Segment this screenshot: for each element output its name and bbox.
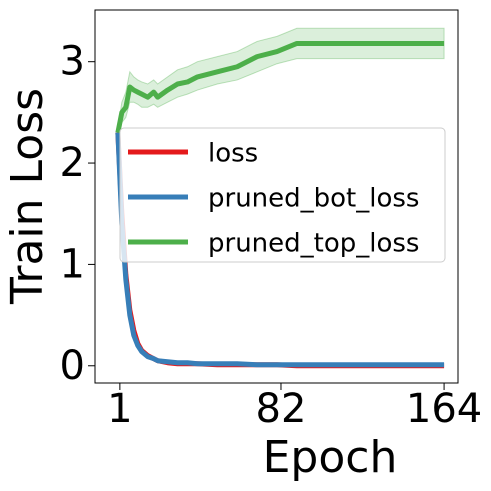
y-tick-label: 1 <box>60 241 85 287</box>
plot-frame <box>94 9 459 384</box>
legend-box <box>119 127 446 263</box>
y-tick-label: 3 <box>60 39 85 85</box>
legend-label: loss <box>208 139 258 169</box>
y-tick-label: 0 <box>60 343 85 389</box>
y-axis-label: Train Loss <box>2 88 53 305</box>
legend-label: pruned_top_loss <box>208 229 419 259</box>
x-tick-label: 1 <box>107 386 132 432</box>
x-axis-label: Epoch <box>263 432 398 483</box>
x-tick-label: 164 <box>406 386 482 432</box>
band <box>117 27 445 138</box>
series-line <box>115 40 445 134</box>
y-tick-label: 2 <box>60 140 85 186</box>
series-line <box>115 132 445 368</box>
x-tick-label: 82 <box>256 386 307 432</box>
legend-label: pruned_bot_loss <box>208 184 419 214</box>
